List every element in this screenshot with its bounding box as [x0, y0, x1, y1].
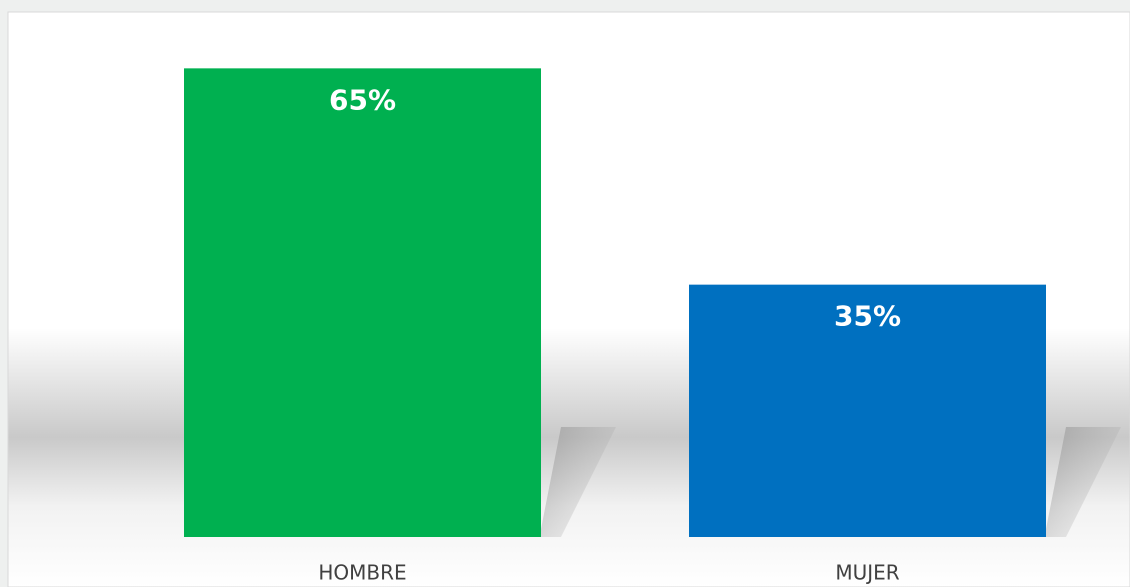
data-label: 65% [329, 83, 396, 116]
bar-shadow [1046, 427, 1121, 537]
bar-shadow [541, 427, 616, 537]
x-tick-label: MUJER [835, 561, 899, 585]
x-tick-label: HOMBRE [318, 561, 406, 585]
bar [689, 284, 1046, 537]
data-label: 35% [834, 300, 901, 333]
bar [184, 68, 541, 537]
